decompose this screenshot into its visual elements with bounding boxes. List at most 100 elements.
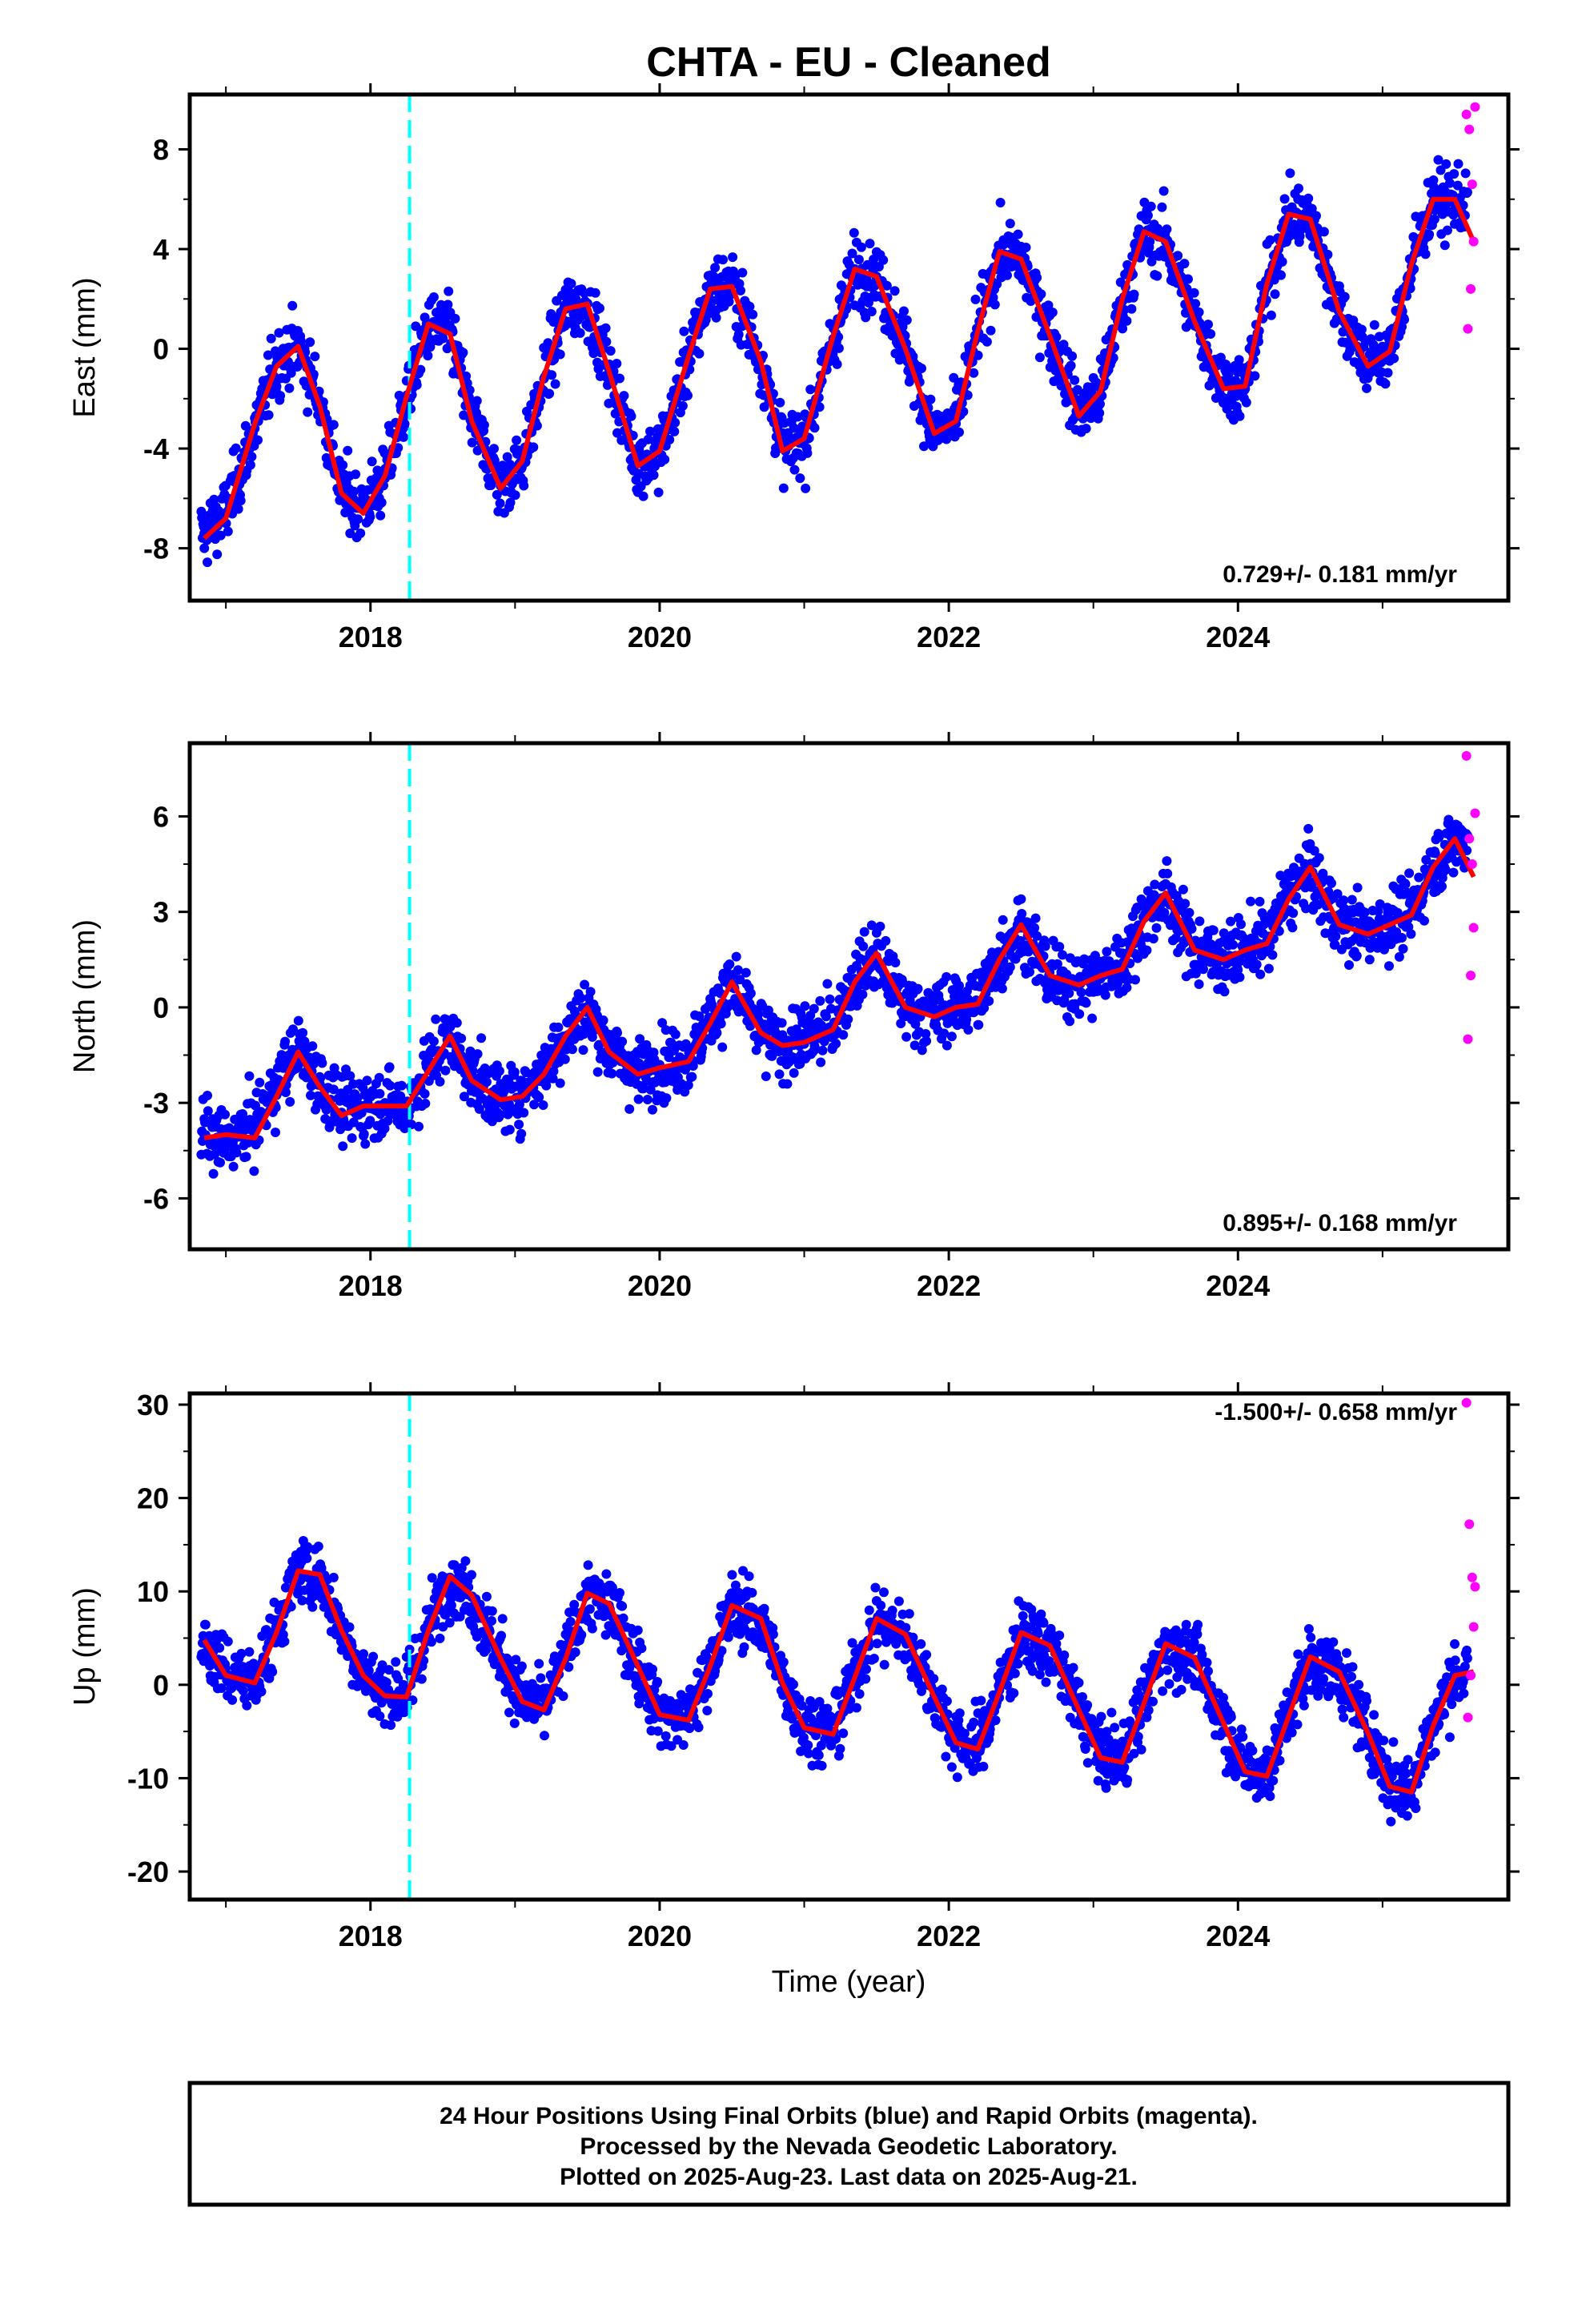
final-orbit-point bbox=[495, 498, 505, 509]
final-orbit-point bbox=[847, 248, 857, 259]
final-orbit-point bbox=[1460, 168, 1471, 179]
final-orbit-point bbox=[1440, 865, 1451, 875]
final-orbit-point bbox=[233, 504, 243, 514]
final-orbit-point bbox=[303, 407, 313, 417]
final-orbit-point bbox=[1424, 229, 1435, 239]
final-orbit-point bbox=[1452, 180, 1463, 191]
final-orbit-point bbox=[1054, 942, 1065, 952]
final-orbit-point bbox=[431, 1014, 441, 1024]
final-orbit-point bbox=[1066, 360, 1076, 371]
final-orbit-point bbox=[1352, 883, 1363, 893]
final-orbit-point bbox=[494, 1066, 504, 1076]
final-orbit-point bbox=[266, 333, 276, 344]
final-orbit-point bbox=[1206, 329, 1216, 339]
final-orbit-point bbox=[297, 1595, 307, 1606]
final-orbit-point bbox=[359, 1129, 369, 1140]
final-orbit-point bbox=[832, 359, 842, 369]
final-orbit-point bbox=[511, 1655, 521, 1665]
final-orbit-point bbox=[1414, 872, 1424, 883]
rate-label-north: 0.895+/- 0.168 mm/yr bbox=[1223, 1210, 1457, 1236]
final-orbit-point bbox=[547, 370, 557, 380]
final-orbit-point bbox=[420, 1099, 431, 1108]
final-orbit-point bbox=[399, 432, 408, 442]
final-orbit-point bbox=[800, 1001, 810, 1011]
final-orbit-point bbox=[1235, 956, 1246, 966]
final-orbit-point bbox=[1118, 324, 1128, 334]
final-orbit-point bbox=[1146, 201, 1156, 211]
final-orbit-point bbox=[317, 1058, 327, 1068]
y-tick-label: 8 bbox=[153, 133, 169, 166]
final-orbit-point bbox=[328, 1572, 339, 1582]
final-orbit-point bbox=[1052, 959, 1062, 969]
plot-area-north bbox=[196, 743, 1480, 1249]
final-orbit-point bbox=[1158, 186, 1169, 196]
final-orbit-point bbox=[199, 543, 210, 553]
final-orbit-point bbox=[426, 1637, 436, 1647]
final-orbit-point bbox=[890, 958, 901, 967]
final-orbit-point bbox=[351, 469, 361, 480]
final-orbit-point bbox=[1364, 955, 1375, 965]
model-curve-east bbox=[203, 196, 1476, 541]
final-orbit-point bbox=[306, 1090, 315, 1100]
final-orbit-point bbox=[550, 379, 560, 389]
final-orbit-point bbox=[1150, 879, 1160, 890]
final-orbit-point bbox=[435, 1633, 445, 1643]
final-orbit-point bbox=[1047, 308, 1058, 318]
final-orbit-point bbox=[528, 442, 539, 452]
scatter-cloud-east bbox=[196, 155, 1472, 568]
final-orbit-point bbox=[974, 1019, 984, 1030]
final-orbit-point bbox=[717, 1042, 728, 1052]
final-orbit-point bbox=[670, 417, 681, 428]
final-orbit-point bbox=[375, 1088, 385, 1099]
final-orbit-point bbox=[1152, 271, 1162, 281]
final-orbit-point bbox=[1356, 324, 1367, 335]
final-orbit-point bbox=[737, 267, 748, 278]
final-orbit-point bbox=[215, 1642, 225, 1653]
final-orbit-point bbox=[293, 1015, 303, 1026]
final-orbit-point bbox=[263, 350, 273, 360]
final-orbit-point bbox=[303, 1542, 313, 1552]
final-orbit-point bbox=[253, 435, 263, 445]
final-orbit-point bbox=[1331, 931, 1341, 942]
final-orbit-point bbox=[1303, 193, 1314, 203]
final-orbit-point bbox=[534, 1092, 544, 1103]
final-orbit-point bbox=[538, 1100, 548, 1110]
final-orbit-point bbox=[310, 352, 320, 362]
final-orbit-point bbox=[360, 1139, 371, 1149]
final-orbit-point bbox=[1276, 270, 1286, 280]
final-orbit-point bbox=[997, 983, 1007, 994]
final-orbit-point bbox=[810, 1044, 821, 1055]
final-orbit-point bbox=[745, 988, 756, 999]
final-orbit-point bbox=[1189, 287, 1199, 298]
final-orbit-point bbox=[1162, 856, 1172, 866]
final-orbit-point bbox=[843, 1014, 853, 1024]
final-orbit-point bbox=[816, 1057, 826, 1068]
final-orbit-point bbox=[601, 336, 612, 347]
final-orbit-point bbox=[285, 1096, 295, 1107]
final-orbit-point bbox=[909, 1040, 920, 1051]
final-orbit-point bbox=[946, 1031, 957, 1042]
final-orbit-point bbox=[1186, 923, 1197, 934]
final-orbit-point bbox=[476, 1033, 487, 1043]
final-orbit-point bbox=[481, 1591, 492, 1602]
final-orbit-point bbox=[275, 391, 286, 401]
final-orbit-point bbox=[1434, 832, 1444, 842]
final-orbit-point bbox=[396, 1080, 407, 1091]
x-tick-label: 2020 bbox=[628, 1269, 692, 1302]
final-orbit-point bbox=[878, 255, 889, 265]
final-orbit-point bbox=[857, 989, 868, 999]
final-orbit-point bbox=[1419, 915, 1429, 926]
final-orbit-point bbox=[481, 1077, 492, 1087]
final-orbit-point bbox=[896, 1019, 906, 1028]
final-orbit-point bbox=[313, 1542, 323, 1551]
final-orbit-point bbox=[365, 1116, 375, 1126]
final-orbit-point bbox=[279, 1636, 290, 1647]
final-orbit-point bbox=[1394, 951, 1404, 962]
final-orbit-point bbox=[653, 487, 664, 497]
final-orbit-point bbox=[995, 198, 1006, 207]
final-orbit-point bbox=[555, 1078, 565, 1088]
final-orbit-point bbox=[1433, 155, 1443, 165]
final-orbit-point bbox=[949, 372, 959, 383]
final-orbit-point bbox=[865, 239, 875, 249]
final-orbit-point bbox=[249, 1166, 259, 1176]
